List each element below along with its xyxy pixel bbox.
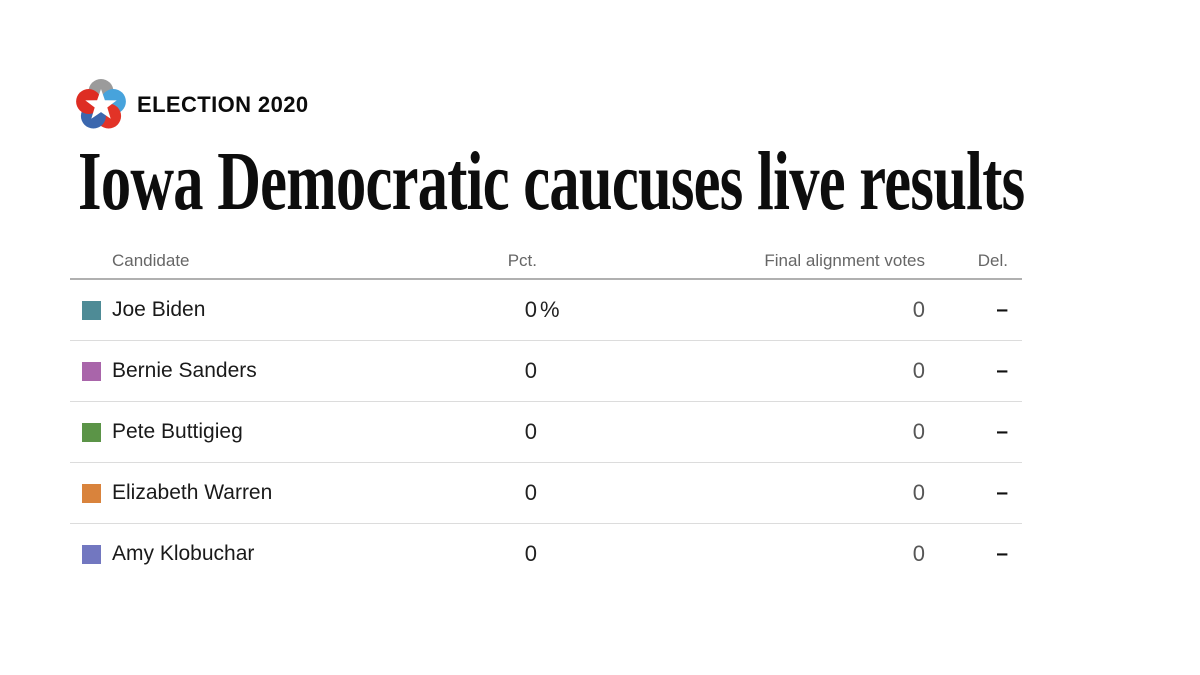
pct-cell: 0 % — [450, 297, 620, 323]
table-header: Candidate Pct. Final alignment votes Del… — [70, 244, 1022, 280]
results-table: Candidate Pct. Final alignment votes Del… — [70, 244, 1022, 584]
candidate-cell: Joe Biden — [70, 298, 450, 322]
column-header-votes: Final alignment votes — [764, 251, 925, 270]
table-row: Pete Buttigieg 0 0 – — [70, 401, 1022, 462]
candidate-color-swatch — [82, 422, 101, 442]
delegates-value: – — [996, 542, 1008, 565]
delegates-value: – — [996, 420, 1008, 443]
delegates-value: – — [996, 481, 1008, 504]
pct-value: 0 — [524, 480, 537, 505]
pct-cell: 0 — [450, 358, 620, 384]
brand-label: ELECTION 2020 — [137, 92, 309, 117]
votes-value: 0 — [912, 297, 925, 322]
candidate-name: Joe Biden — [112, 298, 206, 321]
column-header-candidate: Candidate — [112, 251, 190, 270]
pct-suffix: % — [540, 297, 560, 322]
candidate-name: Amy Klobuchar — [112, 542, 255, 565]
brand: ELECTION 2020 — [75, 78, 308, 132]
table-row: Bernie Sanders 0 0 – — [70, 340, 1022, 401]
candidate-name: Elizabeth Warren — [112, 481, 273, 504]
pct-value: 0 — [524, 297, 537, 322]
candidate-color-swatch — [82, 544, 101, 564]
pct-cell: 0 — [450, 480, 620, 506]
delegates-value: – — [996, 359, 1008, 382]
pct-value: 0 — [524, 358, 537, 383]
pct-cell: 0 — [450, 419, 620, 445]
election-logo-icon — [76, 79, 126, 129]
table-row: Elizabeth Warren 0 0 – — [70, 462, 1022, 523]
page-title: Iowa Democratic caucuses live results — [78, 135, 1025, 228]
candidate-cell: Amy Klobuchar — [70, 542, 450, 566]
pct-value: 0 — [524, 541, 537, 566]
column-header-pct: Pct. — [507, 251, 537, 270]
votes-value: 0 — [912, 541, 925, 566]
candidate-color-swatch — [82, 361, 101, 381]
candidate-name: Bernie Sanders — [112, 359, 257, 382]
candidate-cell: Bernie Sanders — [70, 359, 450, 383]
votes-value: 0 — [912, 480, 925, 505]
candidate-cell: Elizabeth Warren — [70, 481, 450, 505]
candidate-color-swatch — [82, 483, 101, 503]
column-header-del: Del. — [977, 251, 1008, 270]
delegates-value: – — [996, 298, 1008, 321]
votes-value: 0 — [912, 358, 925, 383]
star-icon — [85, 89, 117, 119]
candidate-name: Pete Buttigieg — [112, 420, 243, 443]
votes-value: 0 — [912, 419, 925, 444]
table-row: Joe Biden 0 % 0 – — [70, 280, 1022, 340]
table-body: Joe Biden 0 % 0 – Bernie Sanders 0 0 – P… — [70, 280, 1022, 584]
candidate-color-swatch — [82, 300, 101, 320]
table-row: Amy Klobuchar 0 0 – — [70, 523, 1022, 584]
pct-value: 0 — [524, 419, 537, 444]
candidate-cell: Pete Buttigieg — [70, 420, 450, 444]
pct-cell: 0 — [450, 541, 620, 567]
